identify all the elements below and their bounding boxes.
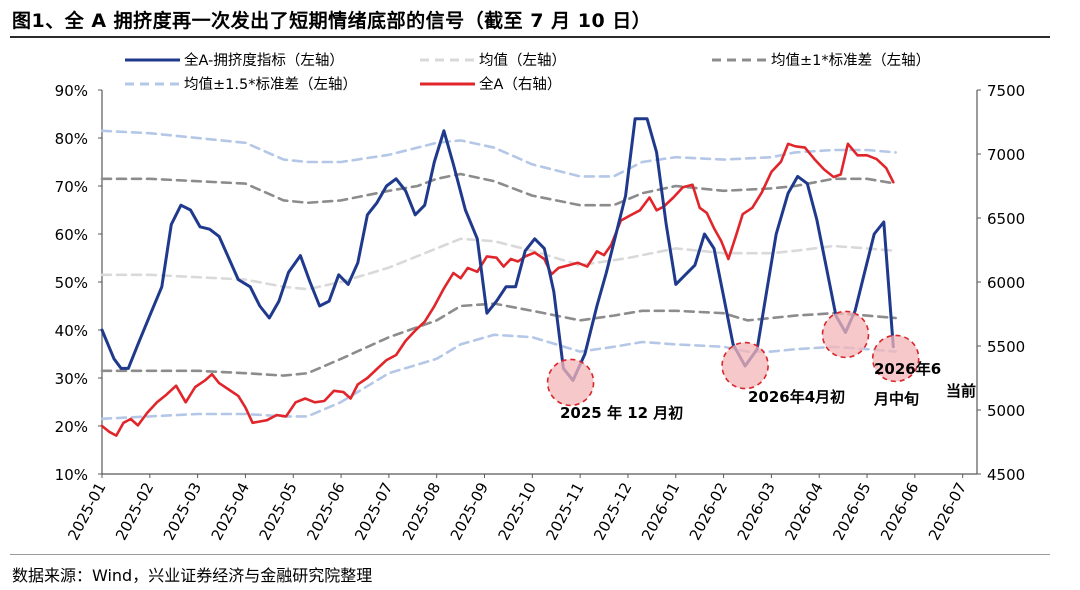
annotation-2026-06-line1: 2026年6 [874, 360, 941, 378]
left-tick-label: 10% [55, 466, 88, 484]
x-tick-label: 2025-04 [208, 479, 253, 543]
series-band1-lower [100, 302, 897, 377]
annotation-2025-12: 2025 年 12 月初 [560, 404, 683, 422]
footer-divider [10, 554, 1050, 555]
series-band1 [100, 172, 897, 207]
right-tick-label: 7000 [987, 146, 1025, 164]
x-tick-label: 2026-05 [829, 479, 874, 543]
right-tick-label: 4500 [987, 466, 1025, 484]
source-note: 数据来源：Wind，兴业证券经济与金融研究院整理 [12, 566, 373, 585]
x-axis: 2025-01 2025-02 2025-03 2025-04 2025-05 2025-… [64, 474, 970, 543]
left-tick-label: 50% [55, 274, 88, 292]
x-tick-label: 2026-04 [781, 479, 826, 543]
chart-title: 图1、全 A 拥挤度再一次发出了短期情绪底部的信号（截至 7 月 10 日） [12, 10, 652, 32]
annotation-current: 当前 [946, 382, 976, 400]
x-tick-label: 2025-09 [447, 479, 492, 543]
legend-label-crowding: 全A-拥挤度指标（左轴） [184, 51, 344, 69]
legend-label-mean: 均值（左轴） [479, 52, 566, 69]
left-tick-label: 30% [55, 370, 88, 388]
right-tick-label: 7500 [987, 82, 1025, 100]
x-tick-label: 2025-10 [495, 479, 540, 543]
legend-label-index: 全A（右轴） [479, 75, 561, 93]
x-tick-label: 2026-01 [638, 479, 683, 543]
annotation-circle [871, 334, 920, 383]
annotation-circle [821, 310, 870, 359]
x-tick-label: 2026-06 [877, 479, 922, 543]
x-tick-label: 2025-02 [112, 479, 157, 543]
legend-label-band15: 均值±1.5*标准差（左轴） [184, 76, 357, 93]
annotation-2026-06-line2: 月中旬 [873, 390, 919, 408]
series-layer [100, 117, 897, 437]
left-axis: 10% 20% 30% 40% 50% 60% 70% 80% 90% [55, 82, 102, 484]
legend: 全A-拥挤度指标（左轴） 均值（左轴） 均值±1*标准差（左轴） 均值±1.5*… [125, 51, 930, 93]
right-axis: 4500 5000 5500 6000 6500 7000 7500 [977, 82, 1025, 484]
legend-label-band1: 均值±1*标准差（左轴） [771, 52, 930, 69]
series-index [100, 142, 895, 437]
left-tick-label: 40% [55, 322, 88, 340]
x-tick-label: 2025-03 [160, 479, 205, 543]
x-tick-label: 2026-02 [686, 479, 731, 543]
x-tick-label: 2026-03 [734, 479, 779, 543]
x-tick-label: 2025-06 [303, 479, 348, 543]
title-divider [10, 36, 1050, 38]
x-tick-label: 2025-12 [590, 479, 635, 543]
left-tick-label: 80% [55, 130, 88, 148]
x-tick-label: 2025-07 [351, 479, 396, 543]
right-tick-label: 5500 [987, 338, 1025, 356]
left-tick-label: 70% [55, 178, 88, 196]
series-crowding [100, 117, 895, 382]
x-tick-label: 2025-01 [64, 479, 109, 543]
annotation-2026-04: 2026年4月初 [748, 388, 845, 406]
annotation-circles [546, 310, 920, 407]
x-tick-label: 2025-08 [399, 479, 444, 543]
right-tick-label: 6500 [987, 210, 1025, 228]
left-tick-label: 20% [55, 418, 88, 436]
right-tick-label: 5000 [987, 402, 1025, 420]
left-tick-label: 90% [55, 82, 88, 100]
x-tick-label: 2026-07 [925, 479, 970, 543]
right-tick-label: 6000 [987, 274, 1025, 292]
series-band15 [100, 129, 897, 178]
series-band15-lower [100, 333, 897, 421]
left-tick-label: 60% [55, 226, 88, 244]
x-tick-label: 2025-11 [542, 479, 587, 543]
annotation-circle [721, 341, 769, 390]
series-mean [100, 237, 897, 291]
x-tick-label: 2025-05 [255, 479, 300, 543]
annotation-circle [546, 358, 595, 407]
